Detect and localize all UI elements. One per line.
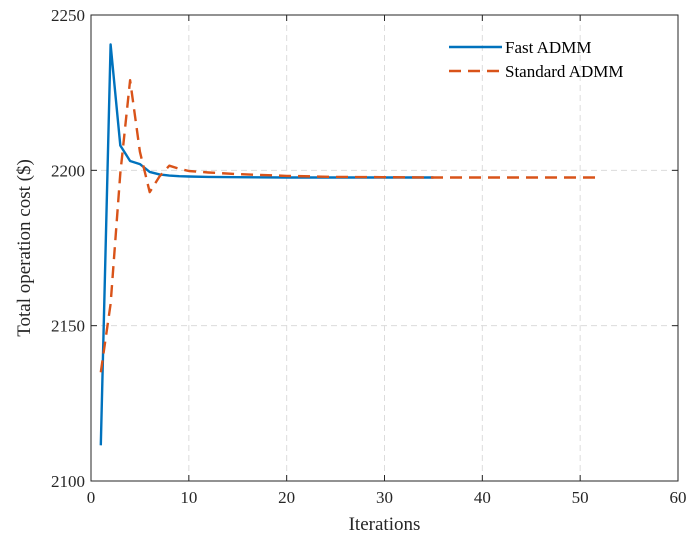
series-line-fast-admm (99, 43, 434, 446)
x-tick-label: 20 (278, 488, 295, 507)
x-axis-label: Iterations (349, 514, 421, 535)
y-tick-label: 2250 (51, 6, 85, 25)
series-line-standard-admm (99, 78, 600, 373)
y-axis-label: Total operation cost ($) (14, 159, 35, 337)
series-group (99, 43, 600, 446)
x-tick-label: 10 (180, 488, 197, 507)
legend: Fast ADMM Standard ADMM (449, 38, 624, 81)
x-tick-label: 30 (376, 488, 393, 507)
y-tick-label: 2100 (51, 472, 85, 491)
x-tick-label: 50 (572, 488, 589, 507)
legend-label: Standard ADMM (505, 62, 624, 81)
grid-lines (91, 15, 678, 481)
y-tick-label: 2150 (51, 317, 85, 336)
x-tick-label: 40 (474, 488, 491, 507)
y-tick-label: 2200 (51, 161, 85, 180)
x-tick-label: 0 (87, 488, 96, 507)
x-tick-label: 60 (670, 488, 687, 507)
axes (90, 14, 679, 482)
tick-labels: 0 10 20 30 40 50 60 2100 2150 2200 2250 (51, 6, 687, 507)
legend-label: Fast ADMM (505, 38, 591, 57)
